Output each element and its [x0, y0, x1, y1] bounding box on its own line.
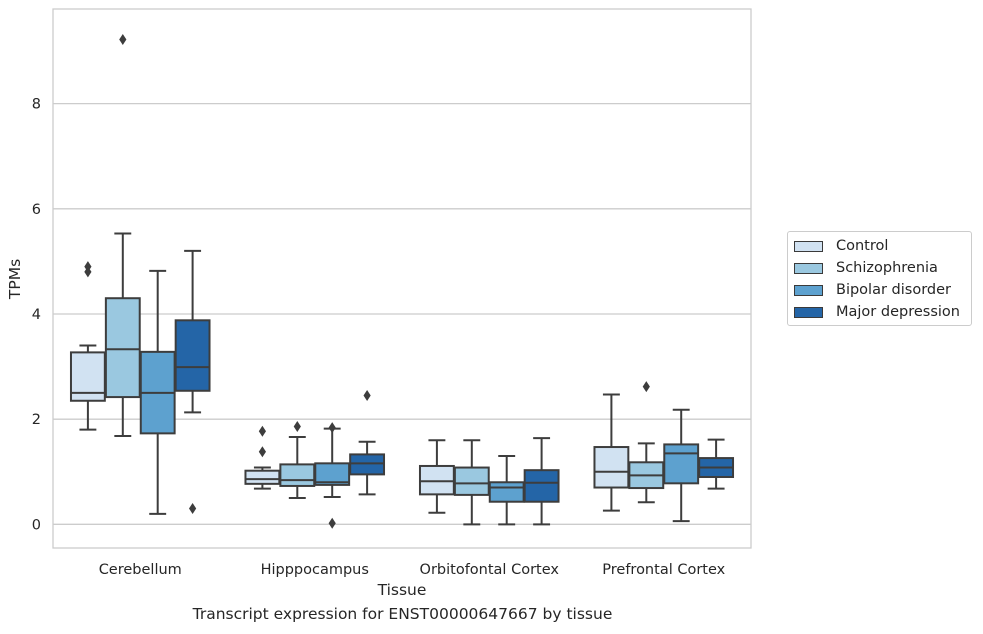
box-major-depression-cerebellum: [174, 249, 211, 515]
box-iqr: [314, 462, 351, 486]
y-tick-label-4: 4: [32, 307, 41, 323]
box-iqr: [104, 297, 141, 399]
x-tick-label-prefrontal-cortex: Prefrontal Cortex: [602, 562, 725, 578]
box-schizophrenia-hipppocampus: [279, 421, 316, 500]
y-tick-label-2: 2: [32, 412, 41, 428]
outlier-point: [642, 381, 650, 393]
box-control-cerebellum: [69, 261, 106, 431]
box-major-depression-orbitofontal-cortex: [523, 437, 560, 526]
box-major-depression-prefrontal-cortex: [698, 438, 735, 490]
outlier-point: [328, 422, 336, 434]
legend-item-bipolar-disorder: Bipolar disorder: [794, 281, 951, 299]
legend-swatch-bipolar-disorder: [794, 284, 823, 296]
series-major-depression: [174, 249, 735, 526]
outlier-point: [258, 446, 266, 458]
outlier-point: [328, 517, 336, 529]
box-control-orbitofontal-cortex: [418, 439, 455, 514]
box-bipolar-disorder-cerebellum: [139, 269, 176, 515]
outlier-point: [363, 390, 371, 402]
box-bipolar-disorder-prefrontal-cortex: [663, 408, 700, 523]
y-tick-label-8: 8: [32, 97, 41, 113]
x-axis-label: Tissue: [377, 581, 427, 599]
box-iqr: [418, 464, 455, 496]
outlier-point: [189, 503, 197, 515]
x-tick-labels: Cerebellum Hipppocampus Orbitofontal Corte…: [99, 562, 726, 578]
box-iqr: [523, 469, 560, 503]
box-bipolar-disorder-hipppocampus: [314, 422, 351, 529]
legend-swatch-schizophrenia: [794, 262, 823, 274]
legend-label-major-depression: Major depression: [836, 304, 960, 320]
legend-label-bipolar-disorder: Bipolar disorder: [836, 282, 951, 298]
x-tick-label-cerebellum: Cerebellum: [99, 562, 182, 578]
box-iqr: [453, 466, 490, 496]
outlier-point: [119, 33, 127, 45]
legend-swatch-major-depression: [794, 306, 823, 318]
series-bipolar-disorder: [139, 269, 700, 529]
box-schizophrenia-cerebellum: [104, 33, 141, 437]
outlier-point: [84, 261, 92, 273]
box-groups: [69, 33, 735, 529]
legend: Control Schizophrenia Bipolar disorder M…: [787, 231, 972, 326]
outlier-point: [293, 421, 301, 433]
box-iqr: [349, 453, 386, 476]
box-schizophrenia-prefrontal-cortex: [628, 381, 665, 504]
legend-swatch-control: [794, 240, 823, 252]
box-iqr: [663, 443, 700, 485]
box-iqr: [244, 469, 281, 485]
y-tick-labels: 0 2 4 6 8: [32, 97, 41, 534]
legend-item-control: Control: [794, 237, 888, 255]
box-control-prefrontal-cortex: [593, 393, 630, 512]
legend-item-major-depression: Major depression: [794, 303, 960, 321]
box-major-depression-hipppocampus: [349, 390, 386, 496]
legend-label-control: Control: [836, 238, 889, 254]
box-iqr: [488, 481, 525, 503]
y-axis-label: TPMs: [6, 259, 24, 300]
box-bipolar-disorder-orbitofontal-cortex: [488, 454, 525, 526]
series-control: [69, 261, 630, 514]
outlier-point: [258, 425, 266, 437]
x-tick-label-orbitofontal-cortex: Orbitofontal Cortex: [420, 562, 560, 578]
box-schizophrenia-orbitofontal-cortex: [453, 439, 490, 526]
y-tick-label-0: 0: [32, 517, 41, 533]
box-iqr: [593, 446, 630, 489]
plot-frame: [52, 8, 752, 549]
legend-item-schizophrenia: Schizophrenia: [794, 259, 938, 277]
series-schizophrenia: [104, 33, 665, 526]
box-control-hipppocampus: [244, 425, 281, 490]
figure-caption: Transcript expression for ENST0000064766…: [192, 605, 613, 623]
legend-label-schizophrenia: Schizophrenia: [836, 260, 938, 276]
y-tick-label-6: 6: [32, 202, 41, 218]
x-tick-label-hipppocampus: Hipppocampus: [261, 562, 369, 578]
box-iqr: [279, 463, 316, 487]
box-iqr: [174, 319, 211, 392]
